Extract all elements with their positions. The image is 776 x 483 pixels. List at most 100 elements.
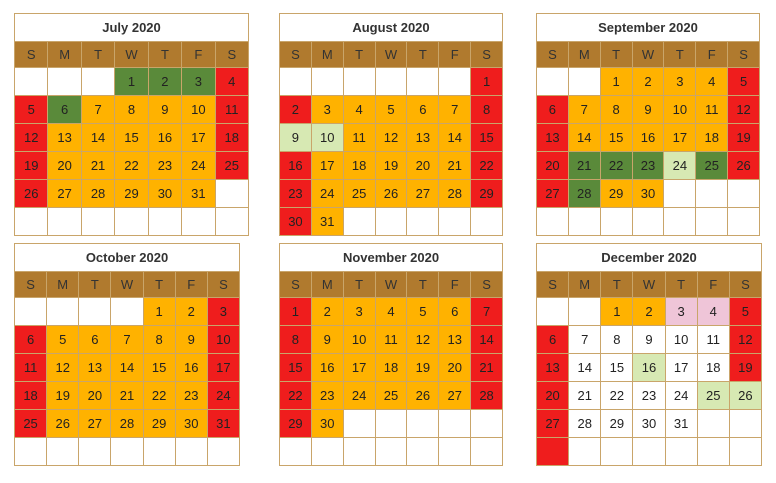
- day-cell[interactable]: 1: [143, 298, 176, 326]
- day-cell[interactable]: 4: [375, 298, 408, 326]
- day-cell[interactable]: 27: [79, 410, 112, 438]
- day-cell[interactable]: 7: [81, 96, 116, 124]
- day-cell[interactable]: 16: [175, 354, 208, 382]
- day-cell[interactable]: 14: [81, 124, 116, 152]
- day-cell[interactable]: 22: [143, 382, 176, 410]
- day-cell[interactable]: 24: [343, 382, 376, 410]
- day-cell[interactable]: 6: [15, 326, 48, 354]
- day-cell[interactable]: 17: [665, 354, 698, 382]
- day-cell[interactable]: 19: [375, 152, 408, 180]
- day-cell[interactable]: 5: [15, 96, 49, 124]
- day-cell[interactable]: 16: [280, 152, 312, 180]
- day-cell[interactable]: 20: [537, 382, 570, 410]
- day-cell[interactable]: 12: [375, 124, 408, 152]
- day-cell[interactable]: 9: [280, 124, 312, 152]
- day-cell[interactable]: 8: [143, 326, 176, 354]
- day-cell[interactable]: 6: [439, 298, 472, 326]
- day-cell[interactable]: 20: [79, 382, 112, 410]
- day-cell[interactable]: 10: [664, 96, 697, 124]
- day-cell[interactable]: 26: [47, 410, 80, 438]
- day-cell[interactable]: 24: [207, 382, 240, 410]
- day-cell[interactable]: 5: [47, 326, 80, 354]
- day-cell[interactable]: 30: [311, 410, 344, 438]
- day-cell[interactable]: 23: [148, 152, 183, 180]
- day-cell[interactable]: 30: [175, 410, 208, 438]
- day-cell[interactable]: 20: [407, 152, 440, 180]
- day-cell[interactable]: 10: [311, 124, 344, 152]
- day-cell[interactable]: 5: [728, 68, 760, 96]
- day-cell[interactable]: 20: [537, 152, 569, 180]
- day-cell[interactable]: 2: [311, 298, 344, 326]
- day-cell[interactable]: 1: [115, 68, 149, 96]
- day-cell[interactable]: 12: [15, 124, 49, 152]
- day-cell[interactable]: 18: [375, 354, 408, 382]
- day-cell[interactable]: 9: [148, 96, 183, 124]
- day-cell[interactable]: 26: [729, 382, 762, 410]
- day-cell[interactable]: 6: [407, 96, 440, 124]
- day-cell[interactable]: 27: [537, 180, 569, 208]
- day-cell[interactable]: 11: [15, 354, 48, 382]
- day-cell[interactable]: 17: [182, 124, 216, 152]
- day-cell[interactable]: 26: [728, 152, 760, 180]
- day-cell[interactable]: 15: [600, 124, 633, 152]
- day-cell[interactable]: 13: [537, 124, 569, 152]
- day-cell[interactable]: 7: [111, 326, 144, 354]
- day-cell[interactable]: 15: [115, 124, 149, 152]
- day-cell[interactable]: 22: [471, 152, 503, 180]
- day-cell[interactable]: 3: [664, 68, 697, 96]
- day-cell[interactable]: 30: [633, 410, 666, 438]
- day-cell[interactable]: 21: [81, 152, 116, 180]
- day-cell[interactable]: 15: [143, 354, 176, 382]
- day-cell[interactable]: 2: [633, 298, 666, 326]
- day-cell[interactable]: 10: [665, 326, 698, 354]
- day-cell[interactable]: 6: [48, 96, 82, 124]
- day-cell[interactable]: 8: [600, 96, 633, 124]
- day-cell[interactable]: 10: [182, 96, 216, 124]
- day-cell[interactable]: 6: [537, 96, 569, 124]
- day-cell[interactable]: 2: [632, 68, 665, 96]
- day-cell[interactable]: 24: [182, 152, 216, 180]
- day-cell[interactable]: 9: [311, 326, 344, 354]
- day-cell[interactable]: 28: [439, 180, 472, 208]
- day-cell[interactable]: 11: [215, 96, 249, 124]
- day-cell[interactable]: 25: [15, 410, 48, 438]
- day-cell[interactable]: 25: [343, 180, 376, 208]
- day-cell[interactable]: 6: [537, 326, 570, 354]
- day-cell[interactable]: 29: [600, 180, 633, 208]
- day-cell[interactable]: 26: [15, 180, 49, 208]
- day-cell[interactable]: 13: [407, 124, 440, 152]
- day-cell[interactable]: 17: [664, 124, 697, 152]
- day-cell[interactable]: 5: [375, 96, 408, 124]
- day-cell[interactable]: 17: [343, 354, 376, 382]
- day-cell[interactable]: 24: [664, 152, 697, 180]
- day-cell[interactable]: 19: [15, 152, 49, 180]
- day-cell[interactable]: 26: [407, 382, 440, 410]
- day-cell[interactable]: 28: [81, 180, 116, 208]
- day-cell[interactable]: 23: [280, 180, 312, 208]
- day-cell[interactable]: 28: [111, 410, 144, 438]
- day-cell[interactable]: 13: [79, 354, 112, 382]
- day-cell[interactable]: 3: [343, 298, 376, 326]
- day-cell[interactable]: 25: [375, 382, 408, 410]
- day-cell[interactable]: 14: [111, 354, 144, 382]
- day-cell[interactable]: 1: [600, 68, 633, 96]
- day-cell[interactable]: 22: [280, 382, 312, 410]
- day-cell[interactable]: 28: [471, 382, 503, 410]
- day-cell[interactable]: 7: [568, 96, 601, 124]
- day-cell[interactable]: 18: [696, 124, 729, 152]
- day-cell[interactable]: 13: [439, 326, 472, 354]
- day-cell[interactable]: 31: [182, 180, 216, 208]
- day-cell[interactable]: 10: [343, 326, 376, 354]
- day-cell[interactable]: 9: [175, 326, 208, 354]
- day-cell[interactable]: 7: [471, 298, 503, 326]
- day-cell[interactable]: 31: [207, 410, 240, 438]
- day-cell[interactable]: 16: [632, 124, 665, 152]
- day-cell[interactable]: 11: [375, 326, 408, 354]
- day-cell[interactable]: 15: [601, 354, 634, 382]
- day-cell[interactable]: 1: [601, 298, 634, 326]
- day-cell[interactable]: 3: [311, 96, 344, 124]
- day-cell[interactable]: 25: [697, 382, 730, 410]
- day-cell[interactable]: 24: [311, 180, 344, 208]
- day-cell[interactable]: 23: [633, 382, 666, 410]
- day-cell[interactable]: 30: [148, 180, 183, 208]
